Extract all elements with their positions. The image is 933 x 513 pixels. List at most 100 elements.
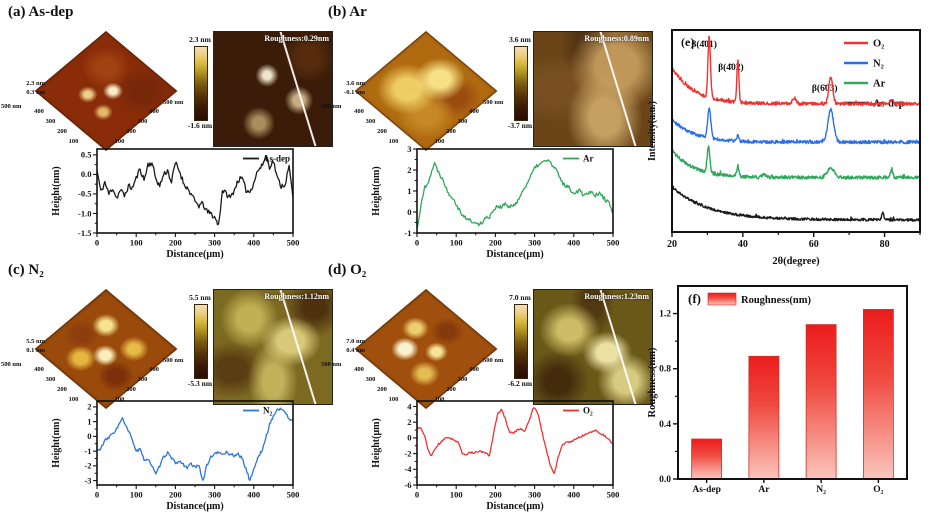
axis-text: -2: [84, 461, 91, 471]
bar-As-dep: [691, 438, 723, 480]
series-O₂: [416, 407, 614, 475]
y-axis-tick-label: 200: [126, 386, 136, 393]
axis-text: -1: [84, 446, 91, 456]
colorbar-min-label: -6.2 nm: [507, 379, 533, 388]
roughness-bar-chart: As-dep Ar N₂ O₂0.00.40.81.2Roughness(nm)(f)…: [647, 285, 908, 495]
axis-text: 20: [667, 239, 677, 250]
y-axis-tick-label: 400: [469, 366, 479, 373]
axis-text: 80: [880, 239, 890, 250]
colorbar: [194, 304, 208, 379]
axis-text: 0: [407, 433, 411, 443]
plot-frame: [96, 400, 294, 486]
panel-title: (a) As-dep: [8, 4, 74, 20]
axis-text: -1.5: [78, 228, 91, 238]
colorbar-max-label: 2.3 nm: [189, 35, 211, 44]
y-axis: 3 2 1 0 -1: [404, 144, 417, 238]
y-axis: 0.0 0.4 0.8 1.2: [659, 310, 678, 485]
axis-text: 0: [407, 207, 411, 217]
series-Ar: [416, 159, 614, 229]
colorbar: [194, 46, 208, 121]
y-scale-label: 500 nm: [483, 99, 504, 106]
panel-xrd: 20 40 60 80 2θ(degree) Intensity(a.u.) (e) O₂ N₂…: [640, 0, 933, 270]
x-axis-title: Distance(μm): [166, 249, 223, 260]
axis-text: -4: [404, 464, 412, 474]
x-axis-title: 2θ(degree): [772, 256, 820, 267]
axis-text: 60: [809, 239, 819, 250]
x-axis: 0 100 200 300 400 500: [415, 485, 619, 500]
y-axis-tick-label: 400: [469, 108, 479, 115]
profile-section-line: [276, 290, 321, 404]
bar-O₂: [862, 309, 894, 480]
z-axis-max-label: 7.0 nm: [346, 338, 365, 345]
axis-text: -1: [404, 228, 411, 238]
axis-text: 300: [208, 238, 221, 248]
afm-2d-image: Roughness:0.89nm: [533, 31, 653, 147]
axis-text: -6: [404, 480, 411, 490]
series-O₂: [671, 35, 921, 107]
colorbar-min-label: -1.6 nm: [187, 121, 213, 130]
colorbar-max-label: 7.0 nm: [509, 293, 531, 302]
bar-Ar: [748, 355, 780, 480]
axis-text: 1.2: [659, 310, 671, 320]
peak-label: β(6̄03): [812, 83, 838, 94]
axis-text: 500: [287, 238, 300, 248]
axis-text: 0.4: [659, 420, 671, 430]
x-axis-tick-label: 100: [68, 396, 79, 403]
colorbar: [514, 304, 528, 379]
legend-label: Roughness(nm): [741, 295, 812, 306]
axis-text: 0.5: [81, 150, 92, 160]
legend-label: O₂: [583, 406, 593, 416]
panel-as-dep: (a) As-dep 2.3 nm 0.3 nm 500 nm 500 nm 400 40…: [0, 0, 333, 260]
axis-text: 4: [407, 401, 412, 411]
plot-frame: [671, 29, 921, 233]
afm-3d-plot: 5.5 nm 0.1 nm 500 nm 500 nm 400 400 300 300 200 2…: [0, 282, 214, 422]
panel-letter: (e): [681, 35, 694, 49]
legend: As-dep: [243, 154, 290, 164]
z-axis-max-label: 5.5 nm: [26, 338, 45, 345]
x-axis-tick-label: 100: [68, 138, 79, 145]
x-axis-tick-label: 300: [365, 118, 376, 125]
afm-2d-image: Roughness:1.12nm: [213, 289, 333, 405]
z-axis-base-label: 0.3 nm: [26, 89, 45, 96]
legend: Ar: [563, 154, 594, 164]
axis-text: 200: [489, 490, 502, 500]
x-axis-tick-label: 200: [57, 128, 67, 135]
x-scale-label: 500 nm: [321, 103, 342, 110]
x-scale-label: 500 nm: [1, 361, 22, 368]
legend: O₂: [563, 406, 593, 416]
colorbar: [514, 46, 528, 121]
legend-label: Ar: [873, 79, 886, 90]
y-axis-tick-label: 200: [126, 128, 136, 135]
axis-text: 300: [528, 490, 541, 500]
panel-o2: (d) O₂ 7.0 nm 0.4 nm 500 nm 500 nm 400 400 300…: [320, 258, 653, 513]
y-axis-title: Roughness(nm): [647, 347, 658, 418]
afm-2d-image: Roughness:1.23nm: [533, 289, 653, 405]
legend-label: N₂: [873, 59, 884, 70]
x-axis-tick-label: 200: [377, 386, 387, 393]
z-axis-max-label: 2.3 nm: [26, 80, 45, 87]
axis-text: 500: [607, 238, 620, 248]
series-Ar: [671, 145, 921, 180]
axis-text: 200: [489, 238, 502, 248]
y-axis: 0.5 0.0 -0.5 -1.0 -1.5: [78, 150, 97, 238]
y-axis-title: Height(nm): [51, 418, 62, 467]
series-N₂: [671, 107, 921, 145]
xrd-chart: 20 40 60 80 2θ(degree) Intensity(a.u.) (e) O₂ N₂…: [647, 29, 921, 267]
y-axis-title: Height(nm): [51, 166, 62, 215]
roughness-label: Roughness:0.29nm: [264, 34, 329, 43]
axis-text: 1: [407, 186, 411, 196]
profile-section-line: [276, 32, 321, 146]
y-axis-tick-label: 200: [446, 386, 456, 393]
legend: N₂: [243, 406, 272, 416]
y-axis-tick-label: 100: [114, 396, 125, 403]
legend-label: Ar: [583, 154, 594, 164]
x-axis: 0 100 200 300 400 500: [95, 485, 299, 500]
legend: (f) Roughness(nm): [688, 291, 812, 306]
category-label: O₂: [873, 485, 883, 495]
height-profile-chart-as-dep: 0 100 200 300 400 500 0.5 0.0 -0.5 -1.0 -1.5 Distan…: [51, 148, 300, 260]
axis-text: 300: [208, 490, 221, 500]
series-N₂: [96, 407, 294, 482]
axis-text: 400: [247, 490, 260, 500]
